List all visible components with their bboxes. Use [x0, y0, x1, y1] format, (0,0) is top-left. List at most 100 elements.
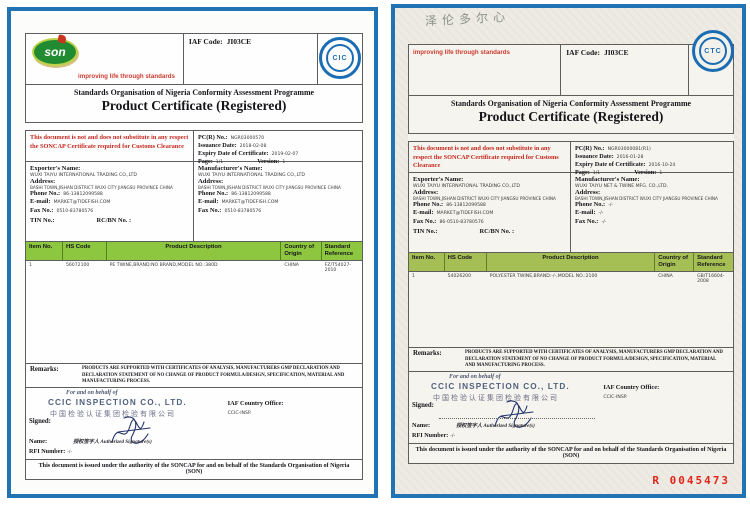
manufacturer-email-label: E-mail:: [198, 198, 219, 206]
authority-statement: This document is issued under the author…: [26, 459, 362, 479]
iaf-country-office-label: IAF Country Office:: [603, 384, 660, 391]
pcr-no-value: NGR03000570: [230, 136, 265, 141]
certificate-title: Product Certificate (Registered): [478, 109, 664, 124]
ccic-company-name: CCIC INSPECTION CO., LTD.: [48, 398, 187, 407]
header-box: improving life through standards IAF Cod…: [408, 30, 734, 134]
title-row: Standards Organisation of Nigeria Confor…: [26, 85, 362, 122]
info-left-column: This document is not and does not substi…: [409, 142, 571, 252]
iaf-country-office-label: IAF Country Office:: [227, 400, 284, 407]
cell-item-no: 1: [29, 262, 32, 268]
iaf-code-label: IAF Code:: [566, 48, 600, 57]
remarks-row: Remarks: PRODUCTS ARE SUPPORTED WITH CER…: [409, 347, 733, 372]
issuance-label: Issuance Date:: [575, 153, 614, 161]
exporter-fax-label: Fax No.:: [413, 217, 437, 225]
ccic-logo-ring: CIC: [326, 44, 354, 72]
exporter-phone-value: 86-13812099588: [446, 203, 486, 209]
issuance-line: Issuance Date: 2018-02-08: [198, 142, 358, 150]
pcr-no-value: NGR03000081(R1): [607, 147, 651, 152]
header-item-no: Item No.: [409, 253, 445, 271]
manufacturer-email-line: E-mail: MARKET@TIDEFISH.COM: [198, 198, 358, 206]
pcr-block: PC(R) No.: NGR03000081(R1) Issuance Date:…: [571, 142, 733, 176]
pcr-block: PC(R) No.: NGR03000570 Issuance Date: 2018…: [194, 131, 362, 166]
product-table-row: 1 56072100 PE TWINE,BRAND:NO BRAND,MODEL…: [26, 261, 362, 273]
pcr-no-label: PC(R) No.:: [198, 134, 228, 141]
manufacturer-name-value: WUXI TAIYU NET & TWINE MFG. CO.,LTD.: [575, 183, 668, 189]
expiry-line: Expiry Date of Certificate: 2016-10-24: [575, 161, 729, 169]
authorized-signature-text: 授权签字人 Authorized Signature(s): [73, 439, 152, 445]
certificate-paper: improving life through standards IAF Cod…: [408, 30, 734, 464]
remarks-row: Remarks: PRODUCTS ARE SUPPORTED WITH CER…: [26, 363, 362, 388]
certificate-photo-left: son improving life through standards IAF…: [7, 7, 378, 498]
product-table-header: Item No. HS Code Product Description Cou…: [26, 242, 362, 261]
manufacturer-address-value: BASHI TOWN,JISHAN DISTRICT WUXI CITY JIA…: [198, 185, 341, 191]
iaf-code-label: IAF Code:: [188, 37, 223, 46]
tin-rcbn-line: TIN No.: RC/BN No. :: [413, 228, 566, 236]
cell-country-of-origin: CHINA: [658, 273, 673, 279]
rfi-value: -/-: [450, 434, 456, 439]
certificate-photo-right: 泽伦多尔心 improving life through standards I…: [391, 4, 746, 498]
header-country-of-origin: Country of Origin: [655, 253, 695, 271]
header-logo-cell: son improving life through standards: [26, 34, 184, 84]
page-label: Page:: [198, 158, 213, 166]
signature-area: For and on behalf of CCIC INSPECTION CO.…: [26, 388, 362, 459]
expiry-label: Expiry Date of Certificate:: [575, 161, 646, 169]
header-item-no: Item No.: [26, 242, 63, 260]
issuance-value: 2016-01-28: [616, 155, 644, 161]
product-table-header: Item No. HS Code Product Description Cou…: [409, 253, 733, 272]
name-label: Name:: [412, 422, 431, 429]
exporter-block: Exporter's Name: WUXI TAIYU INTERNATIONA…: [26, 162, 193, 241]
manufacturer-address-label: Address:: [575, 188, 601, 196]
exporter-phone-label: Phone No.:: [413, 201, 444, 209]
exporter-fax-label: Fax No.:: [30, 206, 54, 214]
issuance-label: Issuance Date:: [198, 142, 237, 150]
iaf-code-cell: IAF Code: JI03CE: [184, 34, 318, 84]
ccic-logo-ring: CTC: [699, 37, 727, 65]
remarks-label: Remarks:: [30, 366, 59, 374]
son-logo-text: son: [44, 45, 66, 59]
expiry-label: Expiry Date of Certificate:: [198, 150, 269, 158]
programme-title: Standards Organisation of Nigeria Confor…: [450, 99, 692, 108]
signed-label: Signed:: [412, 402, 434, 409]
header-product-description: Product Description: [487, 253, 656, 271]
manufacturer-block: Manufacturer's Name: WUXI TAIYU NET & TW…: [571, 173, 733, 252]
manufacturer-name-value: WUXI TAIYU INTERNATIONAL TRADING CO.,LTD: [198, 172, 305, 178]
expiry-value: 2019-02-07: [271, 152, 299, 158]
version-label: Version:: [634, 169, 657, 177]
dotted-rule: [439, 418, 595, 419]
warning-text: This document is not and does not substi…: [409, 142, 570, 173]
ccic-logo: CIC: [319, 37, 361, 79]
page-version-line: Page: 1/1 Version: 1: [575, 169, 729, 177]
rcbn-label: RC/BN No. :: [96, 216, 132, 224]
product-table-row: 1 54026200 POLYESTER TWINE,BRAND:-/-,MOD…: [409, 272, 733, 284]
manufacturer-fax-line: Fax No.: 0510-83780576: [198, 207, 358, 215]
on-behalf-text: For and on behalf of: [449, 374, 501, 380]
iaf-country-office-value: CCIC-INSP.: [603, 395, 628, 400]
exporter-name-value: WUXI TAIYU INTERNATIONAL TRADING CO.,LTD: [413, 183, 520, 189]
manufacturer-phone-line: Phone No.: 86-13812099588: [198, 190, 358, 198]
ccic-company-name-cn: 中国检验认证集团检验有限公司: [50, 410, 176, 418]
exporter-phone-label: Phone No.:: [30, 190, 61, 198]
manufacturer-phone-label: Phone No.:: [198, 190, 229, 198]
info-grid: This document is not and does not substi…: [409, 142, 733, 253]
ccic-company-name-cn: 中国检验认证集团检验有限公司: [433, 394, 559, 402]
manufacturer-block: Manufacturer's Name: WUXI TAIYU INTERNAT…: [194, 162, 362, 241]
tin-label: TIN No.:: [30, 216, 55, 224]
iaf-country-office-block: IAF Country Office: CCIC-INSP.: [603, 376, 659, 400]
page-value: 1/1: [592, 171, 601, 177]
header-standard-reference: Standard Reference: [697, 255, 726, 268]
exporter-address-value: BASHI TOWN,JISHAN DISTRICT WUXI CITY JIA…: [30, 185, 173, 191]
info-left-column: This document is not and does not substi…: [26, 131, 194, 241]
red-serial-number: R 0045473: [652, 474, 730, 487]
exporter-email-value: MARKET@TIDEFISH.COM: [53, 200, 111, 206]
table-empty-space: [26, 273, 362, 364]
cell-country-of-origin: CHINA: [284, 262, 299, 268]
header-logo-cell: improving life through standards: [409, 45, 562, 95]
signature-area: For and on behalf of CCIC INSPECTION CO.…: [409, 372, 733, 443]
exporter-email-label: E-mail:: [30, 198, 51, 206]
version-label: Version:: [257, 158, 280, 166]
pcr-no-label: PC(R) No.:: [575, 145, 605, 152]
issuance-line: Issuance Date: 2016-01-28: [575, 153, 729, 161]
header-row: improving life through standards IAF Cod…: [409, 30, 734, 96]
exporter-name-value: WUXI TAIYU INTERNATIONAL TRADING CO.,LTD: [30, 172, 137, 178]
header-box: son improving life through standards IAF…: [25, 33, 363, 123]
